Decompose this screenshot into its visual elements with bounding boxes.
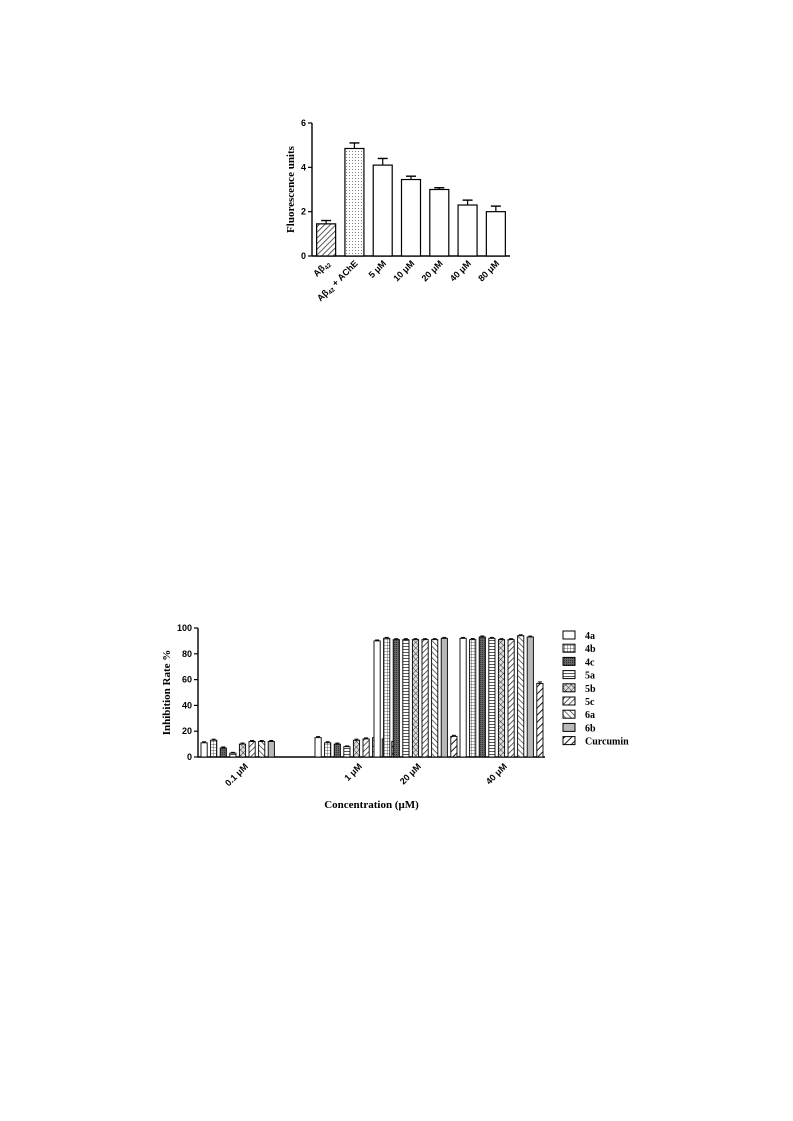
bar <box>344 147 365 257</box>
inhibition-rate-bar-chart: 0 20 40 60 80 100 Inhibition Rate % Concentrati… <box>161 623 629 811</box>
bar <box>200 742 208 758</box>
y-tick-label: 4 <box>301 162 306 172</box>
bar <box>488 637 496 758</box>
legend-swatch <box>562 656 576 666</box>
bar <box>421 639 429 758</box>
bar <box>372 164 393 257</box>
legend-label: 5b <box>585 684 596 695</box>
legend-label: 4b <box>585 644 596 655</box>
y-tick-label: 60 <box>182 675 192 685</box>
legend-swatch <box>562 722 576 732</box>
bar <box>314 737 322 758</box>
category-label: 20 μM <box>420 258 445 283</box>
bar <box>210 739 218 758</box>
legend-swatch <box>562 643 576 653</box>
legend-swatch <box>562 709 576 719</box>
legend-label: 4a <box>585 631 595 642</box>
bar <box>485 211 506 257</box>
category-label: 80 μM <box>476 258 501 283</box>
bar <box>440 637 448 758</box>
legend-swatch <box>562 670 576 680</box>
bar <box>478 636 486 758</box>
category-label: Aβ42 <box>311 258 333 280</box>
y-tick-label: 40 <box>182 700 192 710</box>
y-tick-label: 80 <box>182 649 192 659</box>
category-label: 1 μM <box>342 761 364 783</box>
legend-label: 6a <box>585 710 595 721</box>
bar <box>238 743 247 758</box>
bar <box>373 640 381 758</box>
legend-swatch <box>562 736 576 746</box>
legend-label: 4c <box>585 657 595 668</box>
category-label: 40 μM <box>484 761 509 786</box>
bar <box>457 204 478 257</box>
bar <box>362 738 370 758</box>
bar <box>429 188 450 257</box>
bar <box>450 735 458 758</box>
bar <box>333 743 341 758</box>
y-tick-label: 0 <box>187 752 192 762</box>
bar <box>507 639 515 758</box>
bar <box>392 639 400 758</box>
bar <box>352 739 361 758</box>
bar <box>411 639 420 758</box>
bar <box>316 223 337 257</box>
bar <box>517 635 525 758</box>
bar <box>248 741 256 758</box>
bar <box>343 746 351 758</box>
bar <box>219 747 227 758</box>
legend-label: Curcumin <box>585 737 629 748</box>
y-tick-label: 0 <box>301 251 306 261</box>
legend-label: 6b <box>585 723 596 734</box>
y-axis-label: Fluorescence units <box>285 145 297 233</box>
bar <box>536 683 544 758</box>
bar <box>267 741 275 758</box>
y-tick-label: 6 <box>301 118 306 128</box>
category-label: 5 μM <box>367 258 389 280</box>
bar <box>497 639 506 758</box>
legend-label: 5a <box>585 671 595 682</box>
bar <box>402 639 410 758</box>
category-label: 40 μM <box>448 258 473 283</box>
legend-swatch <box>562 683 576 693</box>
y-tick-label: 20 <box>182 726 192 736</box>
x-axis-label: Concentration (μM) <box>324 799 419 811</box>
legend-swatch <box>562 630 576 640</box>
y-axis-label: Inhibition Rate % <box>161 650 173 736</box>
bar <box>469 639 477 758</box>
legend-swatch <box>562 696 576 706</box>
category-label: 20 μM <box>398 761 423 786</box>
bar <box>431 639 439 758</box>
y-tick-label: 2 <box>301 207 306 217</box>
bar <box>459 637 467 758</box>
y-tick-label: 100 <box>177 623 192 633</box>
bar <box>526 636 534 758</box>
bar <box>324 742 332 758</box>
category-label: 10 μM <box>391 258 416 283</box>
bar <box>258 741 266 758</box>
category-label: 0.1 μM <box>223 761 250 788</box>
bar <box>229 752 237 758</box>
legend-label: 5c <box>585 697 595 708</box>
bar <box>383 637 391 758</box>
bar <box>400 178 422 257</box>
